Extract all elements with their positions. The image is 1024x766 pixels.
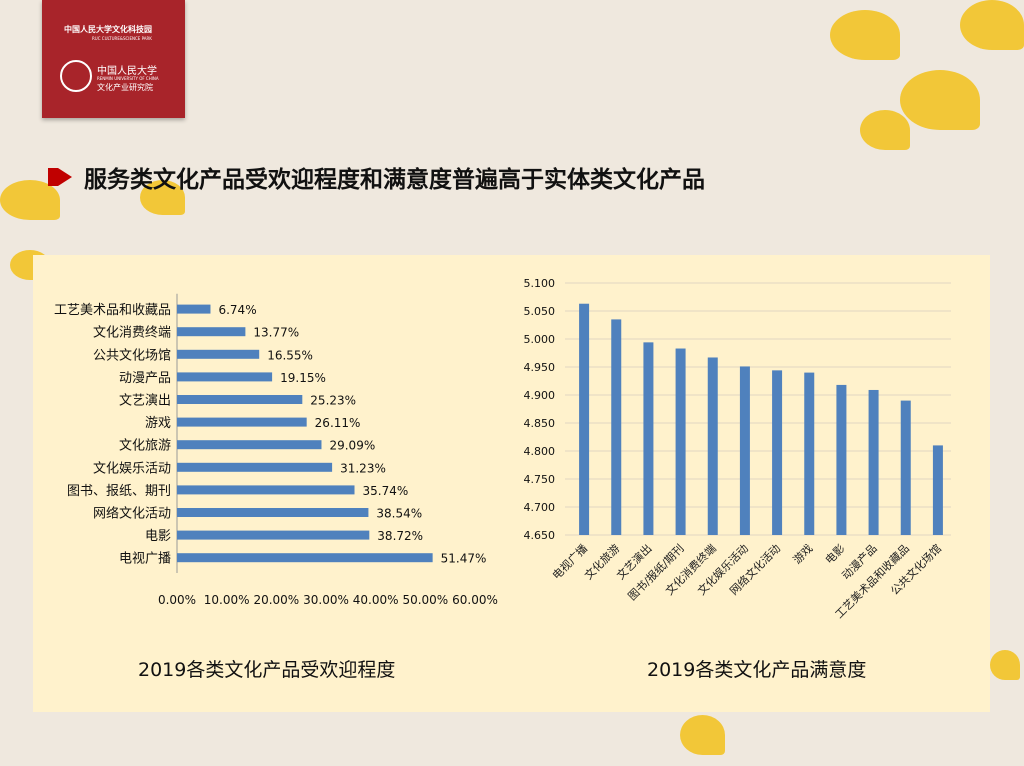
satisfaction-chart: 4.650 4.700 4.750 4.800 4.850 4.900 4.950 5.000… <box>524 277 951 621</box>
y-tick-label: 4.650 <box>524 529 556 542</box>
bar <box>675 348 686 535</box>
ginkgo-leaf-decoration <box>830 10 900 60</box>
slide-title-text: 服务类文化产品受欢迎程度和满意度普遍高于实体类文化产品 <box>84 167 705 193</box>
bar <box>772 370 783 535</box>
category-label: 游戏 <box>145 416 171 431</box>
y-tick-label: 4.950 <box>524 361 556 374</box>
popularity-chart-title: 2019各类文化产品受欢迎程度 <box>138 659 396 681</box>
bar <box>177 553 433 563</box>
x-tick-label: 50.00% <box>402 593 448 607</box>
category-label: 电视广播 <box>119 552 171 567</box>
y-tick-label: 4.700 <box>524 501 556 514</box>
category-label: 文化旅游 <box>119 439 171 454</box>
bar <box>177 440 322 450</box>
y-tick-label: 4.800 <box>524 445 556 458</box>
logo: 中国人民大学文化科技园 RUC CULTURE&SCIENCE PARK 中国人… <box>42 0 185 118</box>
bar <box>177 508 369 517</box>
arrow-marker-icon <box>48 168 72 186</box>
bar <box>611 319 622 535</box>
ginkgo-leaf-decoration <box>900 70 980 130</box>
data-label: 25.23% <box>310 394 356 408</box>
bar <box>900 400 911 535</box>
x-tick-label: 40.00% <box>353 593 399 607</box>
category-label: 文化消费终端 <box>93 325 171 341</box>
data-label: 31.23% <box>340 461 386 475</box>
park-name-en: RUC CULTURE&SCIENCE PARK <box>92 36 152 41</box>
x-tick-label: 10.00% <box>204 593 250 607</box>
bar <box>177 530 370 540</box>
bar <box>177 395 303 404</box>
category-label: 电影 <box>145 529 171 544</box>
category-label: 文艺演出 <box>119 393 171 409</box>
x-tick-label: 60.00% <box>452 593 498 607</box>
ginkgo-leaf-decoration <box>990 650 1020 680</box>
university-name-en: RENMIN UNIVERSITY OF CHINA <box>97 76 159 81</box>
category-label: 工艺美术品和收藏品 <box>54 303 171 318</box>
bar <box>707 357 718 535</box>
bar <box>804 372 815 535</box>
data-label: 16.55% <box>267 348 313 362</box>
slide-title: 服务类文化产品受欢迎程度和满意度普遍高于实体类文化产品 <box>48 160 705 194</box>
ginkgo-leaf-decoration <box>140 180 185 215</box>
bar <box>579 303 590 535</box>
y-tick-label: 4.750 <box>524 473 556 486</box>
bar <box>643 342 654 535</box>
data-label: 26.11% <box>315 416 361 430</box>
data-label: 38.72% <box>377 529 423 543</box>
bar <box>868 389 879 535</box>
data-label: 51.47% <box>441 552 487 566</box>
bar <box>836 384 847 535</box>
data-label: 29.09% <box>329 439 375 453</box>
data-label: 13.77% <box>253 326 299 340</box>
university-name: 中国人民大学 <box>97 66 157 77</box>
bar <box>177 304 211 314</box>
x-tick-label: 30.00% <box>303 593 349 607</box>
y-tick-label: 5.050 <box>524 305 556 318</box>
category-label: 网络文化活动 <box>93 506 171 522</box>
bar <box>932 445 943 535</box>
data-label: 35.74% <box>363 484 409 498</box>
category-label: 文化娱乐活动 <box>93 461 171 476</box>
category-label: 电影 <box>823 542 848 567</box>
satisfaction-chart-title: 2019各类文化产品满意度 <box>647 659 867 681</box>
bar <box>177 327 246 337</box>
popularity-chart: 电视广播 51.47% 电影 38.72% 网络文化活动 38.54% 图书、报纸、期刊 35… <box>54 293 498 607</box>
data-label: 19.15% <box>280 371 326 385</box>
institute-name: 文化产业研究院 <box>97 83 153 92</box>
park-name: 中国人民大学文化科技园 <box>64 25 152 34</box>
bar <box>177 462 333 472</box>
x-tick-label: 0.00% <box>158 593 196 607</box>
data-label: 38.54% <box>376 507 422 521</box>
y-tick-label: 4.850 <box>524 417 556 430</box>
y-tick-label: 4.900 <box>524 389 556 402</box>
bar <box>177 349 260 359</box>
bar <box>177 485 355 495</box>
category-label: 图书/报纸/期刊 <box>625 541 687 603</box>
ginkgo-leaf-decoration <box>960 0 1024 50</box>
y-tick-label: 5.100 <box>524 277 556 290</box>
ginkgo-leaf-decoration <box>680 715 725 755</box>
chart-panel: 电视广播 51.47% 电影 38.72% 网络文化活动 38.54% 图书、报纸、期刊 35… <box>33 255 990 712</box>
university-seal-icon <box>60 60 92 92</box>
data-label: 6.74% <box>218 303 256 317</box>
category-label: 动漫产品 <box>119 371 171 386</box>
category-label: 公共文化场馆 <box>93 348 171 363</box>
category-label: 图书、报纸、期刊 <box>67 484 171 499</box>
bar <box>739 366 750 535</box>
x-tick-label: 20.00% <box>253 593 299 607</box>
category-label: 游戏 <box>791 542 816 567</box>
bar <box>177 417 307 427</box>
y-tick-label: 5.000 <box>524 333 556 346</box>
bar <box>177 372 273 382</box>
ginkgo-leaf-decoration <box>860 110 910 150</box>
ginkgo-leaf-decoration <box>0 180 60 220</box>
